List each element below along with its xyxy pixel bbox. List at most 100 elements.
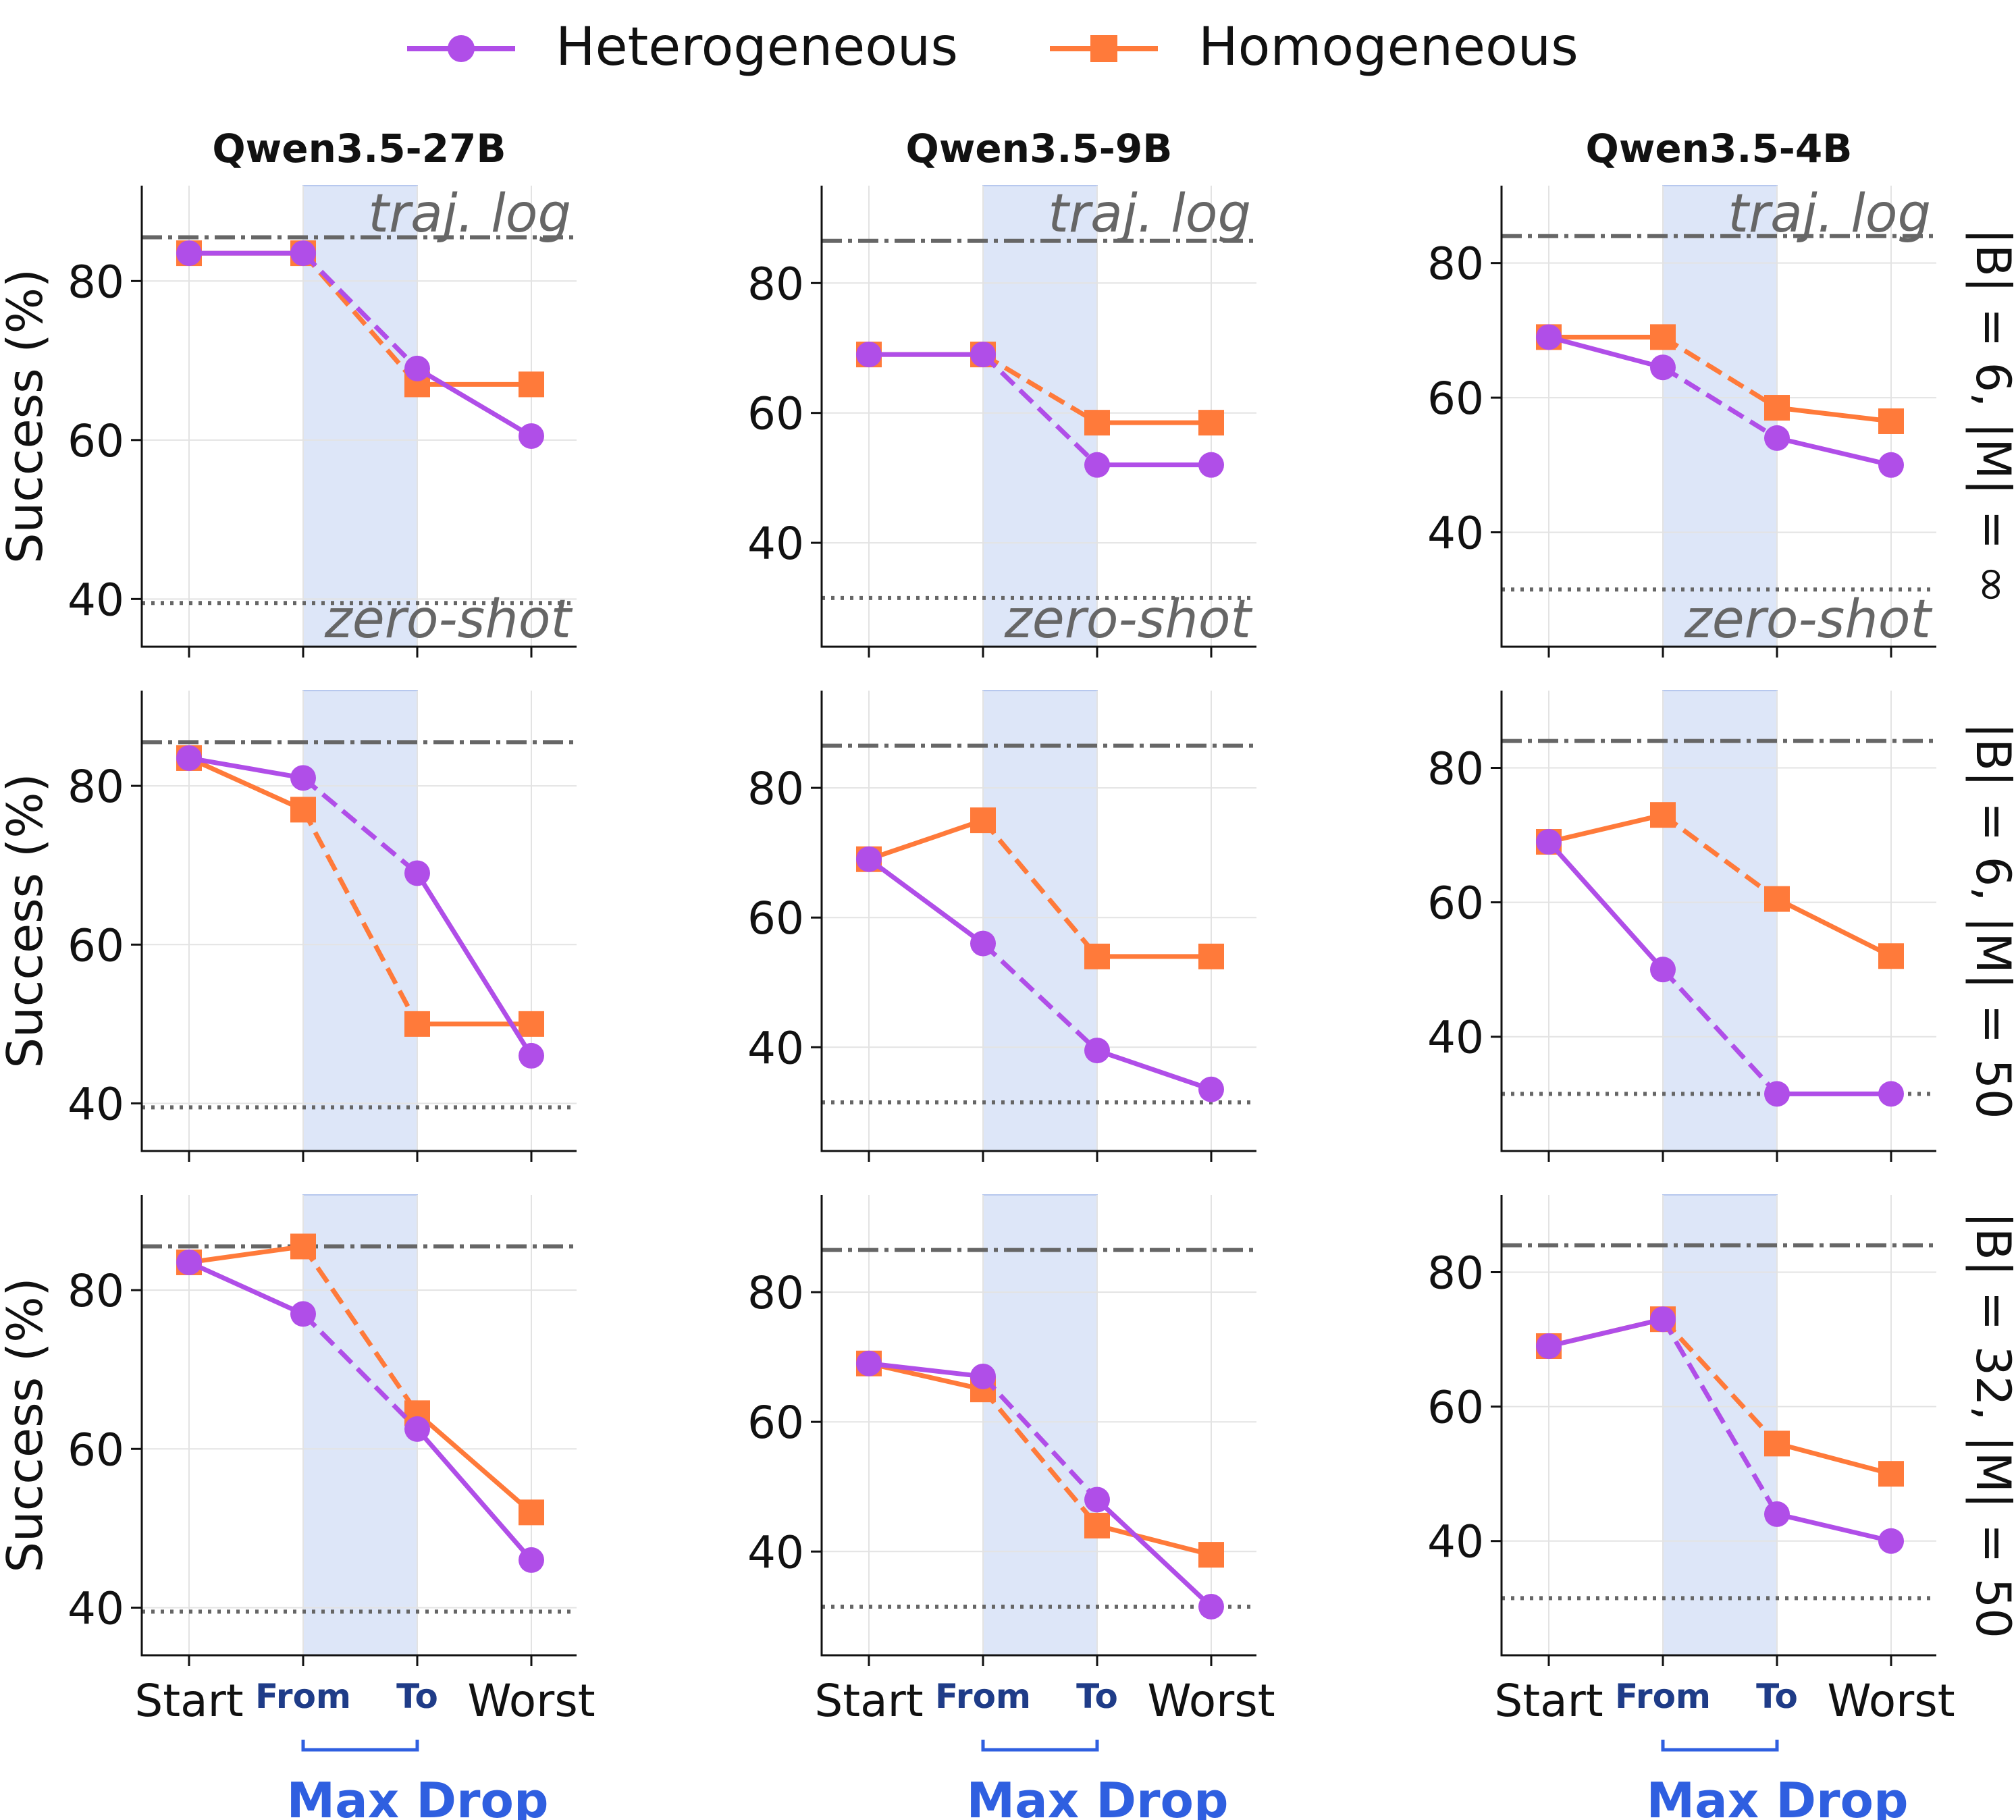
point-homogeneous-To bbox=[1084, 1512, 1110, 1538]
max-drop-label: Max Drop bbox=[1646, 1772, 1908, 1820]
point-heterogeneous-Start bbox=[1536, 324, 1562, 350]
point-heterogeneous-Start bbox=[856, 846, 882, 872]
row-title: |B| = 6, |M| = 50 bbox=[1965, 722, 2016, 1119]
panel-r0-c0: traj. log zero-shot 40 60 80 Success (%) Qwen3… bbox=[0, 126, 577, 658]
x-tick-label-to: To bbox=[1076, 1677, 1118, 1716]
point-heterogeneous-Worst bbox=[1878, 1081, 1904, 1107]
series-1-seg-1 bbox=[981, 818, 1099, 959]
y-tick-label-80: 80 bbox=[1427, 1247, 1484, 1299]
series-0-seg-2 bbox=[416, 366, 533, 438]
series-1-seg-1 bbox=[982, 352, 1098, 425]
point-heterogeneous-Worst bbox=[519, 1042, 544, 1069]
panel-r2-c1: 40 60 80 Start From To Worst Max Drop bbox=[747, 1194, 1275, 1820]
max-drop-span bbox=[1662, 690, 1778, 1152]
max-drop-span bbox=[1662, 185, 1778, 647]
y-tick-label-60: 60 bbox=[1427, 878, 1484, 930]
point-heterogeneous-Worst bbox=[1878, 452, 1904, 478]
point-heterogeneous-From bbox=[1650, 1306, 1676, 1333]
series-0-seg-1 bbox=[1661, 967, 1779, 1096]
y-tick-label-60: 60 bbox=[747, 1397, 804, 1449]
max-drop-bracket bbox=[301, 1740, 419, 1752]
max-drop-span bbox=[982, 185, 1098, 647]
series-1-seg-0 bbox=[188, 755, 304, 812]
point-homogeneous-Worst bbox=[1198, 410, 1224, 436]
point-homogeneous-From bbox=[1650, 802, 1676, 828]
point-heterogeneous-Start bbox=[176, 745, 202, 771]
point-heterogeneous-To bbox=[1084, 1487, 1110, 1513]
point-heterogeneous-Start bbox=[1536, 1333, 1562, 1360]
y-tick-label-40: 40 bbox=[747, 518, 804, 570]
x-tick-label-from: From bbox=[1615, 1677, 1711, 1716]
y-tick-label-40: 40 bbox=[747, 1526, 804, 1578]
panel-r2-c2: 40 60 80 Start From To Worst Max Drop |B| = 32, … bbox=[1427, 1194, 2016, 1820]
panel-r2-c0: 40 60 80 Start From To Worst Max Drop Success (%… bbox=[0, 1194, 595, 1820]
series-0-seg-2 bbox=[1096, 1048, 1213, 1092]
series-1-seg-2 bbox=[415, 1411, 533, 1514]
x-tick-label-worst: Worst bbox=[1147, 1675, 1275, 1727]
point-homogeneous-Worst bbox=[1878, 1461, 1904, 1487]
series-1-seg-2 bbox=[1096, 1523, 1212, 1557]
point-homogeneous-Worst bbox=[1878, 943, 1904, 969]
y-tick-label-80: 80 bbox=[747, 1267, 804, 1319]
y-tick-label-40: 40 bbox=[68, 574, 124, 626]
point-homogeneous-Worst bbox=[1198, 1542, 1224, 1568]
series-1-seg-0 bbox=[188, 1243, 304, 1265]
series-1-seg-1 bbox=[300, 808, 420, 1025]
panel-r0-c1: traj. log zero-shot 40 60 80 Qwen3.5-9B bbox=[747, 126, 1256, 658]
point-homogeneous-Worst bbox=[1198, 943, 1224, 969]
max-drop-span bbox=[982, 1194, 1098, 1656]
y-axis-label: Success (%) bbox=[0, 1277, 53, 1572]
series-1-seg-2 bbox=[1776, 405, 1892, 424]
y-tick-label-60: 60 bbox=[747, 388, 804, 440]
series-0-seg-2 bbox=[1776, 1511, 1892, 1544]
point-heterogeneous-From bbox=[970, 1363, 996, 1389]
point-homogeneous-Worst bbox=[519, 1499, 544, 1526]
point-heterogeneous-Worst bbox=[519, 423, 544, 449]
x-tick-label-start: Start bbox=[134, 1675, 243, 1727]
legend-marker-1 bbox=[1090, 35, 1117, 62]
column-title: Qwen3.5-27B bbox=[212, 126, 506, 171]
max-drop-bracket bbox=[981, 1740, 1099, 1752]
point-homogeneous-Worst bbox=[1878, 408, 1904, 434]
legend-label-1: Homogeneous bbox=[1198, 17, 1579, 78]
point-heterogeneous-Worst bbox=[1878, 1528, 1904, 1554]
y-tick-label-60: 60 bbox=[747, 892, 804, 944]
series-0-seg-2 bbox=[415, 1427, 533, 1562]
point-heterogeneous-To bbox=[404, 860, 430, 886]
x-tick-label-from: From bbox=[935, 1677, 1031, 1716]
x-tick-label-start: Start bbox=[814, 1675, 923, 1727]
series-0-seg-2 bbox=[415, 872, 533, 1057]
point-heterogeneous-Worst bbox=[519, 1547, 544, 1573]
max-drop-label: Max Drop bbox=[966, 1772, 1228, 1820]
point-heterogeneous-To bbox=[1764, 1501, 1790, 1527]
y-tick-label-40: 40 bbox=[747, 1022, 804, 1074]
series-0-seg-0 bbox=[868, 1361, 984, 1379]
y-tick-label-80: 80 bbox=[747, 763, 804, 815]
row-title: |B| = 32, |M| = 50 bbox=[1965, 1212, 2016, 1638]
point-heterogeneous-From bbox=[290, 1301, 316, 1327]
y-axis-label: Success (%) bbox=[0, 773, 53, 1068]
series-0-seg-1 bbox=[1660, 1318, 1780, 1516]
y-tick-label-60: 60 bbox=[68, 415, 124, 467]
series-0-seg-0 bbox=[188, 755, 304, 780]
max-drop-span bbox=[302, 185, 418, 647]
series-0-seg-2 bbox=[1776, 435, 1892, 468]
point-heterogeneous-Start bbox=[176, 240, 202, 267]
traj-log-label: traj. log bbox=[1048, 184, 1251, 244]
series-1-seg-0 bbox=[1548, 812, 1664, 845]
column-title: Qwen3.5-9B bbox=[906, 126, 1173, 171]
point-heterogeneous-Worst bbox=[1198, 1593, 1224, 1620]
point-heterogeneous-From bbox=[970, 342, 996, 368]
y-tick-label-80: 80 bbox=[747, 258, 804, 310]
point-homogeneous-To bbox=[404, 1011, 430, 1037]
point-homogeneous-Worst bbox=[519, 371, 544, 398]
y-tick-label-40: 40 bbox=[1427, 507, 1484, 559]
point-heterogeneous-Worst bbox=[1198, 1076, 1224, 1102]
series-0-seg-0 bbox=[188, 1260, 304, 1316]
point-heterogeneous-From bbox=[1650, 354, 1676, 381]
y-tick-label-40: 40 bbox=[68, 1582, 124, 1634]
series-0-seg-1 bbox=[981, 352, 1099, 467]
series-1-seg-1 bbox=[1661, 813, 1779, 901]
y-tick-label-40: 40 bbox=[68, 1078, 124, 1130]
point-heterogeneous-From bbox=[1650, 957, 1676, 983]
